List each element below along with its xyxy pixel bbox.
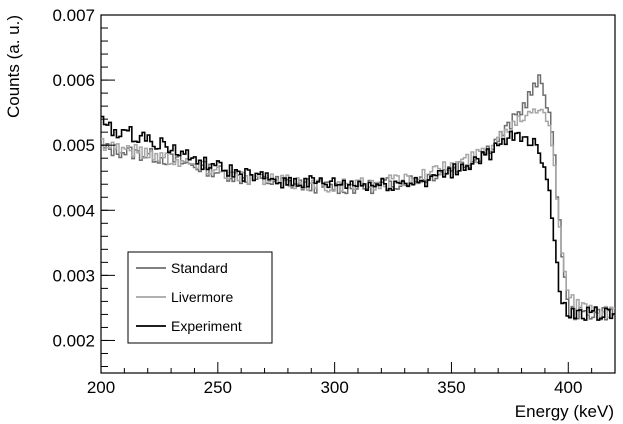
- x-tick-label-350: 350: [437, 378, 465, 397]
- y-tick-label-3: 0.005: [52, 136, 95, 155]
- y-tick-label-1: 0.003: [52, 266, 95, 285]
- x-tick-label-200: 200: [87, 378, 115, 397]
- y-tick-label-4: 0.006: [52, 71, 95, 90]
- legend-label-standard: Standard: [171, 260, 228, 276]
- series-layer: [101, 74, 615, 321]
- y-tick-label-2: 0.004: [52, 201, 95, 220]
- legend-label-livermore: Livermore: [171, 289, 233, 305]
- x-axis-label: Energy (keV): [515, 402, 614, 421]
- y-tick-label-0: 0.002: [52, 331, 95, 350]
- axis-layer: 200 250 300 350 400 0.002 0.003 0.004 0.005 0.006…: [52, 6, 616, 397]
- series-line-livermore: [101, 108, 615, 319]
- x-tick-label-250: 250: [204, 378, 232, 397]
- legend-label-experiment: Experiment: [171, 318, 242, 334]
- y-axis-label: Counts (a. u.): [4, 15, 23, 118]
- y-tick-label-5: 0.007: [52, 6, 95, 25]
- x-tick-label-300: 300: [320, 378, 348, 397]
- series-line-experiment: [101, 115, 615, 321]
- x-tick-label-400: 400: [554, 378, 582, 397]
- legend: Standard Livermore Experiment: [127, 251, 273, 344]
